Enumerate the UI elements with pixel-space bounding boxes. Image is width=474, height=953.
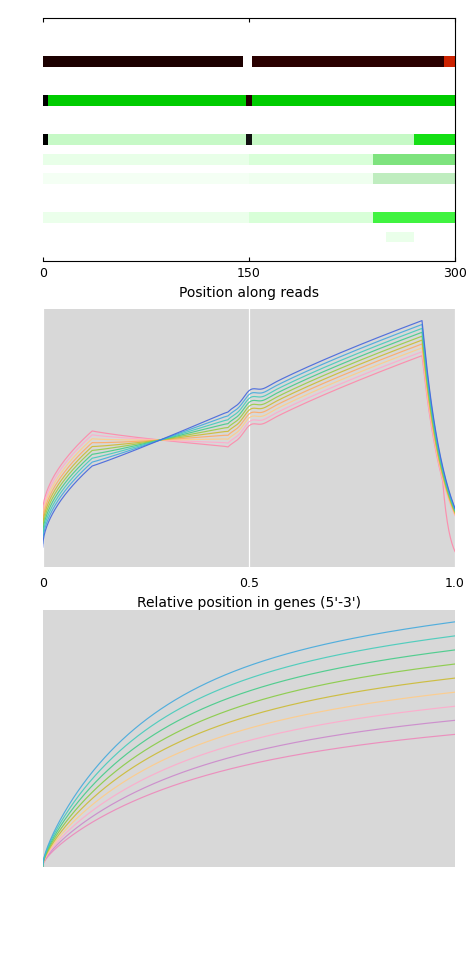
Bar [43, 96, 48, 107]
Bar [373, 154, 455, 166]
Bar [252, 57, 444, 69]
X-axis label: Position along reads: Position along reads [179, 286, 319, 299]
Bar [246, 96, 252, 107]
Bar [43, 57, 243, 69]
Bar [43, 135, 48, 146]
Bar [43, 96, 455, 107]
Bar [43, 154, 249, 166]
Bar [249, 154, 455, 166]
Bar [246, 135, 252, 146]
Bar [43, 174, 249, 185]
Bar [444, 57, 455, 69]
Bar [43, 135, 455, 146]
Bar [249, 174, 455, 185]
Bar [373, 174, 455, 185]
X-axis label: Relative position in genes (5'-3'): Relative position in genes (5'-3') [137, 596, 361, 609]
Bar [414, 135, 455, 146]
Bar [386, 233, 414, 243]
Bar [43, 213, 249, 224]
Bar [373, 213, 455, 224]
Bar [249, 213, 455, 224]
Bar [243, 57, 252, 69]
